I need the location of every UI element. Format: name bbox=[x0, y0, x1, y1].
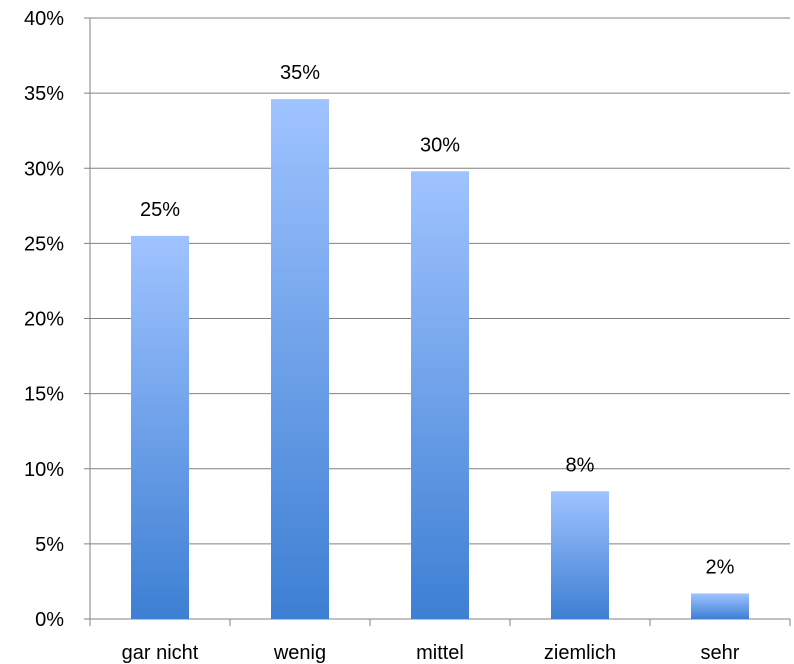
y-tick-label: 5% bbox=[35, 534, 64, 556]
y-tick-label: 40% bbox=[24, 8, 64, 30]
bars bbox=[131, 99, 749, 620]
labels: 0% 5% 10% 15% 20% 25% 30% 35% 40% 25% gar nicht 35%… bbox=[24, 8, 740, 664]
y-tick-label: 15% bbox=[24, 384, 64, 406]
bar bbox=[411, 171, 469, 619]
y-tick-label: 0% bbox=[35, 609, 64, 631]
y-tick-label: 30% bbox=[24, 158, 64, 180]
data-label: 8% bbox=[566, 454, 595, 476]
bar bbox=[551, 491, 609, 619]
x-tick-label: gar nicht bbox=[122, 642, 199, 664]
bar bbox=[691, 593, 749, 619]
y-tick-label: 25% bbox=[24, 233, 64, 255]
data-label: 35% bbox=[280, 62, 320, 84]
x-tick-label: mittel bbox=[416, 642, 464, 664]
x-tick-label: sehr bbox=[701, 642, 740, 664]
y-tick-label: 10% bbox=[24, 459, 64, 481]
bar bbox=[271, 99, 329, 619]
y-tick-label: 20% bbox=[24, 309, 64, 331]
data-label: 25% bbox=[140, 199, 180, 221]
data-label: 2% bbox=[706, 556, 735, 578]
axes bbox=[84, 17, 791, 626]
x-tick-label: wenig bbox=[273, 642, 326, 664]
data-label: 30% bbox=[420, 134, 460, 156]
bar bbox=[131, 235, 189, 620]
x-tick-label: ziemlich bbox=[544, 642, 616, 664]
y-tick-label: 35% bbox=[24, 83, 64, 105]
